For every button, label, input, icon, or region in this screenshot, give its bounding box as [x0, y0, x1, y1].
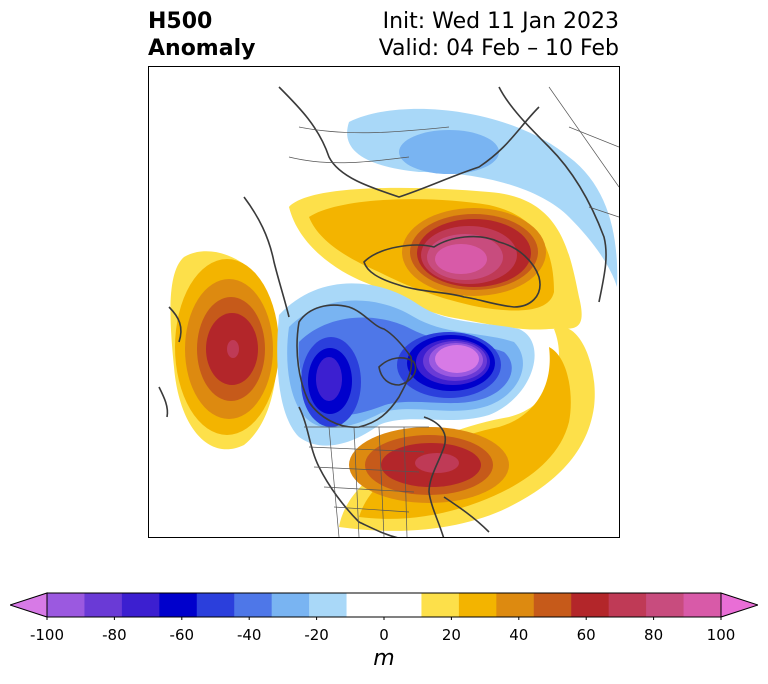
colorbar-bin [346, 593, 385, 617]
colorbar-extend-low [10, 592, 48, 618]
colorbar-tick-label: 20 [441, 626, 461, 644]
colorbar-bin [496, 593, 535, 617]
colorbar-tick-label: 80 [644, 626, 664, 644]
colorbar-bin [571, 593, 610, 617]
colorbar-bin [384, 593, 422, 617]
anomaly-map [158, 86, 619, 537]
colorbar-bin [421, 593, 460, 617]
colorbar-bin [533, 593, 572, 617]
valid-period: Init: Wed 11 Jan 2023 Valid: 04 Feb – 10… [379, 8, 619, 62]
init-date: Init: Wed 11 Jan 2023 [382, 9, 619, 34]
political-boundaries [288, 86, 619, 537]
coastlines [158, 86, 607, 537]
colorbar-bin [234, 593, 273, 617]
colorbar-bin [159, 593, 198, 617]
colorbar-bin [84, 593, 123, 617]
positive-anomaly-north-pacific [170, 251, 279, 450]
colorbar-tick-label: 60 [576, 626, 596, 644]
colorbar-bin [309, 593, 348, 617]
colorbar-tick-label: 100 [706, 626, 736, 644]
colorbar-tick-label: -80 [102, 626, 127, 644]
colorbar-unit-label: m [373, 646, 395, 671]
colorbar-tick-label: -20 [304, 626, 329, 644]
map-title: H500 Anomaly [148, 8, 255, 62]
colorbar-extend-high [720, 592, 758, 618]
colorbar-tick-label: 0 [379, 626, 389, 644]
colorbar-bin [683, 593, 722, 617]
colorbar-tick-label: -40 [236, 626, 262, 644]
colorbar-tick-label: 40 [509, 626, 529, 644]
colorbar-tick-label: -60 [169, 626, 195, 644]
positive-anomaly-eastern-us [339, 327, 595, 531]
valid-range: Valid: 04 Feb – 10 Feb [378, 36, 619, 61]
negative-anomaly-hudson-bay [277, 283, 535, 446]
colorbar-ticks: -100 -80 -60 -40 -20 0 20 40 60 80 100 [0, 626, 768, 646]
colorbar-bin [458, 593, 497, 617]
colorbar-bin [608, 593, 647, 617]
negative-anomaly-siberia [347, 108, 618, 287]
colorbar-bin [121, 593, 160, 617]
colorbar [10, 592, 758, 620]
colorbar-bin [196, 593, 235, 617]
map-panel [148, 66, 620, 538]
title-line-2: Anomaly [148, 36, 256, 61]
colorbar-bin [47, 593, 85, 617]
title-line-1: H500 [148, 9, 213, 34]
colorbar-bin [271, 593, 310, 617]
colorbar-tick-label: -100 [29, 626, 65, 644]
colorbar-bin [646, 593, 685, 617]
positive-anomaly-greenland [289, 187, 582, 330]
